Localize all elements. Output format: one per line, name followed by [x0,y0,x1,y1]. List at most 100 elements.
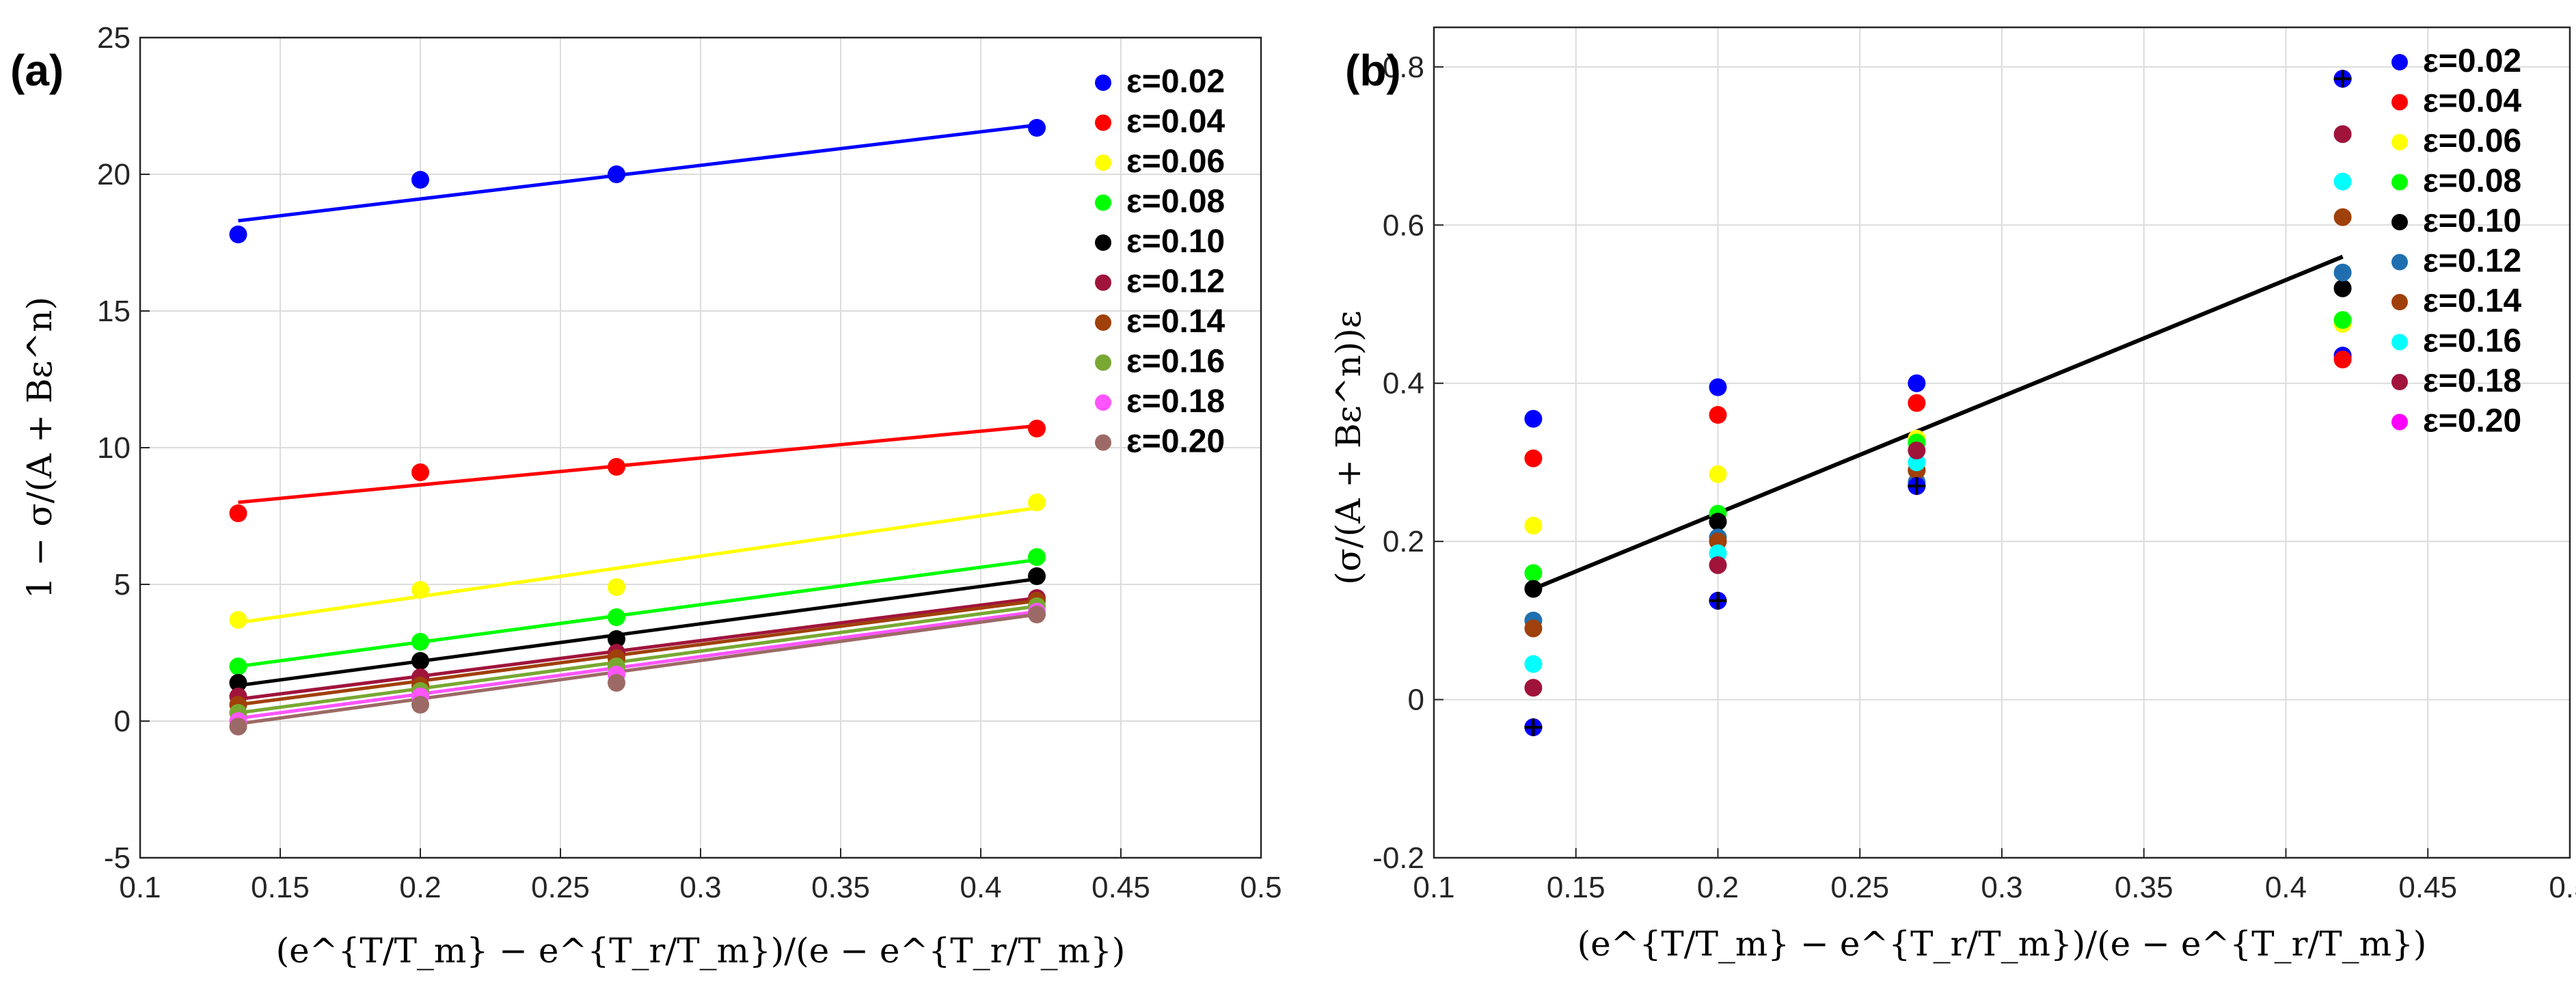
y-axis-label: (σ/(A + Bε^n))ε [1329,310,1368,584]
data-point [1524,449,1543,468]
data-point [229,504,247,522]
legend-label: ε=0.04 [2423,83,2522,120]
legend-marker [1095,274,1111,291]
data-point [608,458,625,476]
legend-marker [2391,294,2408,310]
fit-line-ε=0.02 [238,123,1038,223]
data-point [2333,311,2352,329]
legend-label: ε=0.08 [1126,184,1225,220]
data-point [2333,208,2352,226]
legend-label: ε=0.04 [1126,104,1225,140]
legend-label: ε=0.12 [2423,243,2521,280]
legend-marker [2391,374,2408,390]
legend-marker [1095,354,1111,371]
axes-box [1433,26,2571,859]
y-tick-label: -5 [104,841,131,875]
fit-line-ε=0.18 [238,610,1038,720]
legend-label: ε=0.06 [2423,123,2521,159]
data-point [411,652,429,670]
legend-marker [1095,234,1111,251]
panel-label: (a) [10,46,64,95]
data-point [1709,378,1727,396]
panel-a: 0.1 0.15 0.2 0.25 0.3 0.35 0.4 0.45 0.5 -5 0 5 10 15 2… [10,21,1282,971]
panel-label: (b) [1345,46,1401,95]
x-tick-label: 0.5 [1240,871,1282,904]
data-point [1524,564,1543,582]
y-tick-label: 25 [97,21,131,55]
x-tick-label: 0.35 [2115,871,2173,904]
y-tick-label: -0.2 [1372,841,1424,875]
legend-marker [1095,434,1111,451]
fit-line-ε=0.16 [238,604,1038,715]
data-point [411,463,429,481]
legend-label: ε=0.16 [1126,344,1225,380]
x-tick-label: 0.2 [1697,871,1739,904]
x-tick-label: 0.3 [1981,871,2022,904]
x-tick-label: 0.3 [679,871,721,904]
y-tick-label: 0 [1408,683,1424,717]
legend-marker [1095,314,1111,331]
data-point [229,658,247,675]
x-tick-label: 0.35 [811,871,870,904]
legend-label: ε=0.08 [2423,163,2521,200]
legend-label: ε=0.14 [2423,283,2522,319]
data-point [2333,125,2352,144]
legend-marker [2391,214,2408,230]
legend-label: ε=0.16 [2423,323,2521,360]
y-tick-label: 10 [97,431,131,465]
data-point [411,171,429,189]
data-point [411,696,429,714]
fit-line-ε=0.12 [238,596,1038,701]
legend-label: ε=0.18 [2423,363,2521,399]
x-tick-label: 0.15 [1547,871,1605,904]
legend-marker [2391,254,2408,271]
legend-label: ε=0.20 [1126,424,1225,460]
legend-marker [1095,74,1111,91]
x-tick-label: 0.1 [1413,871,1454,904]
data-point [1028,493,1046,511]
y-tick-label: 0 [114,705,131,738]
legend-label: ε=0.10 [2423,203,2521,239]
x-tick-label: 0.4 [960,871,1001,904]
data-point [608,165,625,183]
legend-label: ε=0.06 [1126,144,1225,180]
y-tick-label: 20 [97,158,131,191]
legend-marker [2391,54,2408,70]
legend-marker [2391,134,2408,150]
x-tick-label: 0.45 [2398,871,2457,904]
legend-label: ε=0.02 [2423,43,2521,79]
y-tick-label: 5 [114,568,131,601]
x-tick-label: 0.15 [251,871,310,904]
x-tick-label: 0.25 [531,871,590,904]
legend-label: ε=0.10 [1126,223,1225,260]
data-point [1908,374,1926,392]
fit-line-ε=0.10 [238,577,1038,688]
data-point [1028,119,1046,137]
y-tick-label: 0.4 [1383,367,1424,401]
y-tick-label: 0.2 [1383,525,1424,558]
x-tick-label: 0.1 [119,871,161,904]
x-tick-label: 0.25 [1830,871,1889,904]
legend-marker [2391,334,2408,351]
data-point [1524,517,1543,534]
legend-label: ε=0.20 [2423,403,2521,439]
data-point [608,630,625,648]
y-axis-label: 1 − σ/(A + Bε^n) [20,297,59,599]
data-point [1709,406,1727,424]
data-point [229,674,247,692]
data-point [1709,513,1727,531]
data-point [2333,263,2352,282]
data-point [1524,409,1543,428]
y-tick-label: 0.6 [1383,208,1424,242]
legend-marker [2391,414,2408,431]
x-tick-label: 0.5 [2549,871,2576,904]
fit-line-ε=0.04 [238,424,1038,504]
fit-line-ε=0.14 [238,599,1038,707]
legend-marker [1095,194,1111,211]
legend-marker [1095,394,1111,411]
legend-label: ε=0.18 [1126,383,1225,420]
x-tick-label: 0.2 [399,871,441,904]
legend-label: ε=0.12 [1126,264,1225,300]
x-tick-label: 0.45 [1092,871,1150,904]
